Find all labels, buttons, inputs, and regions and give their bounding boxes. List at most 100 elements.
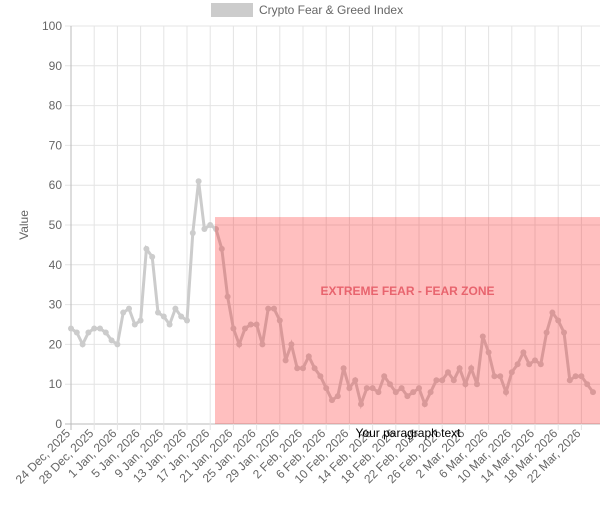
point [514, 361, 521, 368]
point [259, 341, 266, 348]
point [213, 225, 219, 232]
point [381, 373, 388, 380]
zone-label: EXTREME FEAR - FEAR ZONE [320, 284, 494, 298]
point [549, 309, 556, 316]
point [207, 222, 214, 228]
y-tick-label: 70 [49, 138, 63, 152]
point [590, 389, 596, 396]
point [363, 385, 370, 392]
point [462, 381, 469, 388]
point [421, 401, 428, 408]
point [532, 357, 538, 364]
point [578, 373, 585, 380]
point [537, 361, 544, 368]
y-tick-label: 60 [49, 178, 63, 192]
point [236, 341, 243, 348]
point [398, 385, 405, 392]
point [375, 389, 382, 396]
point [253, 321, 260, 328]
point [305, 353, 312, 360]
point [155, 309, 161, 316]
point [102, 329, 109, 336]
point [387, 381, 393, 388]
point [491, 373, 498, 380]
point [555, 317, 562, 324]
point [520, 349, 527, 356]
point [456, 365, 463, 372]
point [184, 317, 190, 324]
point [427, 389, 434, 396]
point [300, 365, 306, 372]
point [131, 321, 138, 328]
point [416, 385, 422, 392]
point [172, 305, 179, 312]
point [108, 337, 115, 344]
point [73, 329, 80, 336]
point [91, 325, 98, 332]
point [526, 361, 533, 368]
point [508, 369, 515, 376]
y-tick-label: 100 [42, 19, 62, 33]
point [323, 385, 330, 392]
point [79, 341, 86, 348]
legend-label: Crypto Fear & Greed Index [259, 3, 403, 17]
point [392, 389, 399, 396]
point [126, 305, 132, 312]
point [85, 329, 92, 336]
point [294, 365, 301, 372]
point [114, 341, 121, 348]
point [584, 381, 591, 388]
point [358, 401, 364, 408]
point [485, 349, 492, 356]
y-tick-label: 20 [49, 337, 63, 351]
point [230, 325, 237, 332]
y-tick-label: 0 [55, 417, 62, 431]
point [561, 329, 567, 336]
point [340, 365, 347, 372]
point [479, 333, 486, 340]
point [317, 373, 324, 380]
point [433, 377, 440, 384]
y-tick-label: 30 [49, 298, 63, 312]
y-tick-label: 40 [49, 258, 63, 272]
point [68, 325, 74, 332]
point [369, 385, 376, 392]
point [178, 313, 185, 320]
overlay-text: Your paragraph text [356, 426, 462, 440]
point [572, 373, 579, 380]
point [137, 317, 144, 324]
point [242, 325, 248, 332]
point [160, 313, 167, 320]
point [566, 377, 573, 384]
point [288, 341, 295, 348]
point [143, 245, 150, 252]
point [439, 377, 446, 384]
point [166, 321, 173, 328]
point [120, 309, 127, 316]
point [410, 389, 417, 396]
point [352, 377, 359, 384]
zone [215, 217, 600, 424]
point [97, 325, 103, 332]
point [201, 225, 208, 232]
point [265, 305, 272, 312]
point [450, 377, 457, 384]
point [334, 393, 341, 400]
point [311, 365, 318, 372]
point [271, 305, 277, 312]
y-tick-label: 90 [49, 59, 63, 73]
point [474, 381, 480, 388]
point [329, 397, 335, 404]
point [189, 229, 196, 236]
legend-swatch [211, 3, 253, 17]
point [445, 369, 451, 376]
point [543, 329, 550, 336]
point [404, 393, 411, 400]
point [468, 365, 475, 372]
point [149, 253, 156, 260]
point [282, 357, 289, 364]
y-tick-label: 80 [49, 99, 63, 113]
point [195, 178, 202, 185]
